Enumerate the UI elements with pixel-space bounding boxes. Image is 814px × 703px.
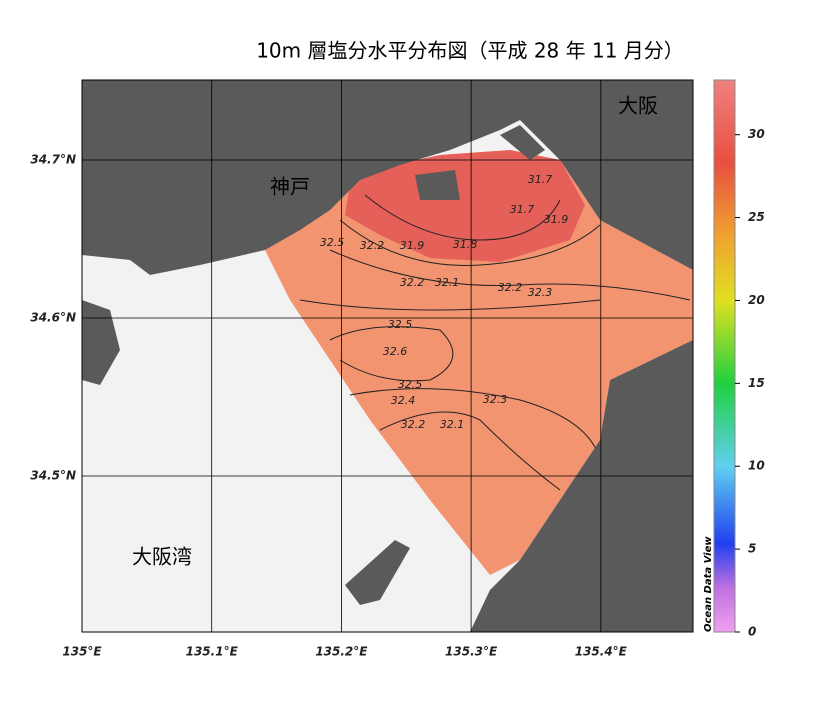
lat-tick-label: 34.6°N: [30, 311, 76, 325]
place-label: 大阪湾: [132, 545, 192, 569]
plot-area: [82, 80, 693, 632]
place-label: 大阪: [618, 94, 658, 118]
land-awaji: [82, 300, 120, 385]
low-salinity-area: [345, 150, 585, 262]
colorbar-label: 15: [748, 376, 765, 390]
contour-label: 32.2: [360, 239, 385, 252]
colorbar-label: 30: [748, 127, 765, 141]
map-title: 10m 層塩分水平分布図（平成 28 年 11 月分）: [256, 39, 684, 63]
contour-label: 32.2: [401, 418, 426, 431]
salinity-field: [265, 150, 693, 575]
contour-label: 32.4: [391, 394, 416, 407]
lon-tick-label: 135°E: [62, 645, 102, 659]
lon-tick-label: 135.3°E: [445, 645, 498, 659]
contour-label: 32.5: [398, 378, 423, 391]
contour-label: 32.5: [388, 318, 413, 331]
colorbar-label: 25: [748, 210, 765, 224]
contour-label: 32.6: [383, 345, 408, 358]
contour-label: 32.2: [400, 276, 425, 289]
map-frame: [81, 79, 694, 633]
credit: Ocean Data View: [703, 536, 714, 632]
lat-tick-label: 34.5°N: [30, 469, 76, 483]
contour-label: 32.5: [320, 236, 345, 249]
colorbar-label: 20: [748, 293, 765, 307]
contour-label: 32.2: [498, 281, 523, 294]
contour-label: 31.7: [510, 203, 535, 216]
lon-tick-label: 135.1°E: [186, 645, 239, 659]
title-box: [240, 30, 702, 72]
contours: [299, 194, 691, 491]
contour-label: 32.3: [528, 286, 553, 299]
colorbar: [713, 79, 736, 633]
reclaimed-land: [415, 125, 545, 200]
contour-label: 32.1: [440, 418, 465, 431]
lat-tick-label: 34.7°N: [30, 153, 76, 167]
colorbar-label: 10: [748, 459, 765, 473]
land: [82, 80, 693, 632]
lon-tick-label: 135.2°E: [315, 645, 368, 659]
colorbar-label: 5: [748, 542, 756, 556]
contour-label: 31.7: [528, 173, 553, 186]
contour-label: 32.1: [435, 276, 460, 289]
colorbar-label: 0: [748, 625, 756, 639]
contour-label: 31.9: [544, 213, 569, 226]
lon-tick-label: 135.4°E: [575, 645, 628, 659]
island: [345, 540, 410, 605]
contour-label: 31.9: [400, 239, 425, 252]
contour-label: 31.8: [453, 238, 478, 251]
contour-label: 32.3: [483, 393, 508, 406]
place-label: 神戸: [270, 175, 310, 199]
